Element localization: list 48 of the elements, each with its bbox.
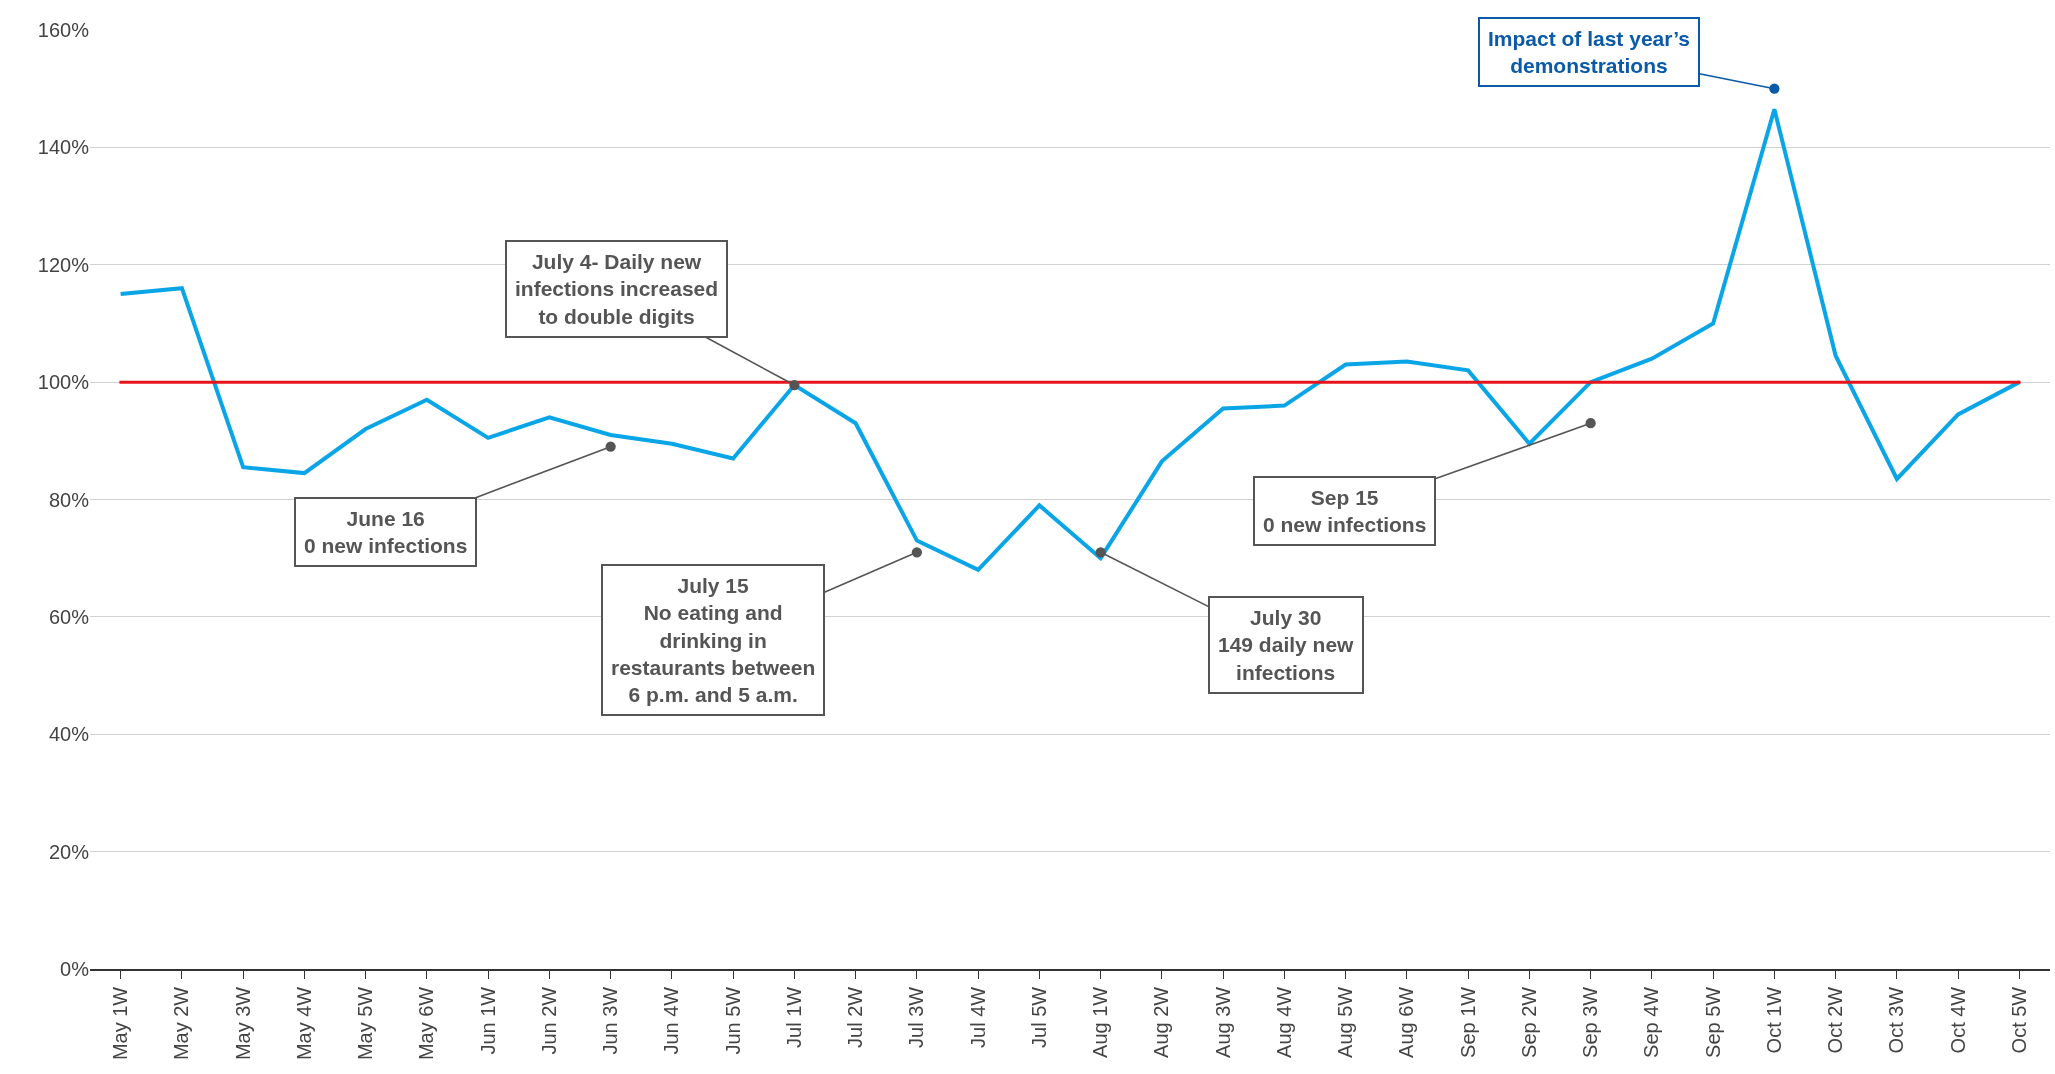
x-tick-label: Jun 2W: [537, 986, 560, 1055]
annotation: July 4- Daily new infections increased to double digits: [515, 250, 719, 328]
x-tick-label: Aug 3W: [1211, 986, 1234, 1058]
x-tick-label: Sep 3W: [1579, 986, 1602, 1058]
x-tick-label: Oct 2W: [1824, 986, 1847, 1054]
x-tick-label: Jul 4W: [966, 986, 989, 1048]
x-tick-label: Oct 5W: [2007, 986, 2030, 1054]
annotation: July 15 No eating and drinking in restaurants between 6 p.m. and 5 a.m.: [611, 574, 816, 707]
x-tick-label: Jun 1W: [476, 986, 499, 1055]
x-tick-label: May 2W: [170, 986, 193, 1061]
x-tick-label: Aug 6W: [1395, 986, 1418, 1058]
x-tick-label: May 3W: [231, 986, 254, 1061]
x-tick-label: Jul 1W: [782, 986, 805, 1048]
x-tick-label: Aug 1W: [1089, 986, 1112, 1058]
x-tick-label: Aug 5W: [1334, 986, 1357, 1058]
x-tick-label: May 5W: [354, 986, 377, 1061]
x-tick-label: May 4W: [292, 986, 315, 1061]
annotation: Sep 15 0 new infections: [1263, 486, 1427, 537]
x-tick-label: Sep 4W: [1640, 986, 1663, 1058]
annotation: July 30 149 daily new infections: [1218, 606, 1355, 684]
y-tick-label: 140%: [37, 136, 90, 159]
x-tick-label: Sep 5W: [1701, 986, 1724, 1058]
y-tick-label: 20%: [48, 840, 90, 863]
y-tick-label: 40%: [48, 723, 90, 746]
line-series: [118, 107, 2022, 572]
y-tick-label: 0%: [60, 958, 90, 980]
annotation: Impact of last year’s demonstrations: [1488, 27, 1690, 78]
x-tick-label: Sep 2W: [1517, 986, 1540, 1058]
x-tick-label: Sep 1W: [1456, 986, 1479, 1058]
x-tick-label: Jul 3W: [905, 986, 928, 1048]
y-tick-label: 80%: [48, 488, 90, 511]
x-tick-label: Aug 4W: [1272, 986, 1295, 1058]
x-tick-label: Jul 5W: [1027, 986, 1050, 1048]
x-tick-label: Aug 2W: [1150, 986, 1173, 1058]
x-tick-label: May 6W: [415, 986, 438, 1061]
x-tick-label: Jul 2W: [844, 986, 867, 1048]
x-tick-label: May 1W: [109, 986, 132, 1061]
x-tick-label: Oct 1W: [1762, 986, 1785, 1054]
y-tick-label: 60%: [48, 605, 90, 628]
x-tick-label: Jun 4W: [660, 986, 683, 1055]
x-tick-label: Jun 3W: [599, 986, 622, 1055]
y-tick-label: 160%: [37, 19, 90, 41]
x-tick-label: Oct 4W: [1946, 986, 1969, 1054]
annotation: June 16 0 new infections: [304, 507, 468, 558]
y-tick-label: 120%: [37, 253, 90, 276]
x-tick-label: Oct 3W: [1885, 986, 1908, 1054]
x-tick-label: Jun 5W: [721, 986, 744, 1055]
y-tick-label: 100%: [37, 371, 90, 394]
